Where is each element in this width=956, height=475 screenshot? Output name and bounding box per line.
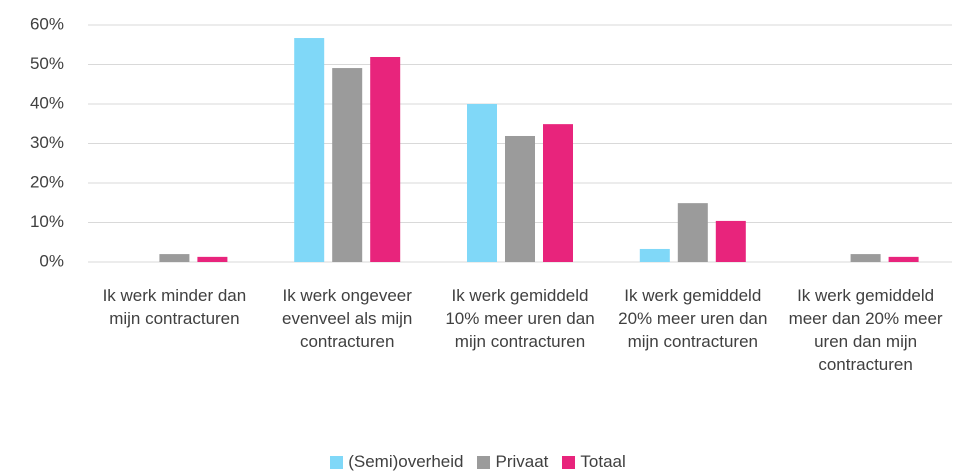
legend-label: (Semi)overheid <box>348 452 464 471</box>
bar <box>505 135 535 262</box>
y-tick-label: 10% <box>30 212 64 231</box>
y-tick-label: 60% <box>30 14 64 33</box>
bar <box>677 203 708 262</box>
bar <box>294 38 325 262</box>
x-tick-label: Ik werk ongeveer evenveel als mijn contr… <box>281 286 413 351</box>
legend-item: Privaat <box>477 452 548 472</box>
x-tick-label: Ik werk gemiddeld 10% meer uren dan mijn… <box>445 286 595 351</box>
bar <box>370 56 401 263</box>
y-tick-label: 20% <box>30 172 64 191</box>
x-tick-label: Ik werk minder dan mijn contracturen <box>102 286 247 328</box>
bar <box>715 220 746 262</box>
legend-swatch <box>330 455 344 469</box>
legend: (Semi)overheid Privaat Totaal <box>0 452 956 472</box>
legend-item: (Semi)overheid <box>330 452 463 472</box>
bar <box>888 256 919 262</box>
bar <box>197 256 228 262</box>
bar <box>332 68 363 263</box>
y-tick-label: 40% <box>30 93 64 112</box>
bar <box>639 248 670 262</box>
x-tick-label: Ik werk gemiddeld 20% meer uren dan mijn… <box>618 286 768 351</box>
bar <box>467 104 497 262</box>
y-tick-label: 30% <box>30 133 64 152</box>
legend-swatch <box>477 455 491 469</box>
bar <box>159 254 190 262</box>
y-tick-label: 50% <box>30 54 64 73</box>
legend-label: Privaat <box>495 452 549 471</box>
y-tick-label: 0% <box>39 251 64 270</box>
bar <box>850 254 881 262</box>
x-tick-label: Ik werk gemiddeld meer dan 20% meer uren… <box>788 286 943 374</box>
legend-label: Totaal <box>580 452 626 471</box>
legend-swatch <box>562 455 576 469</box>
legend-item: Totaal <box>562 452 626 472</box>
bar <box>543 124 573 263</box>
